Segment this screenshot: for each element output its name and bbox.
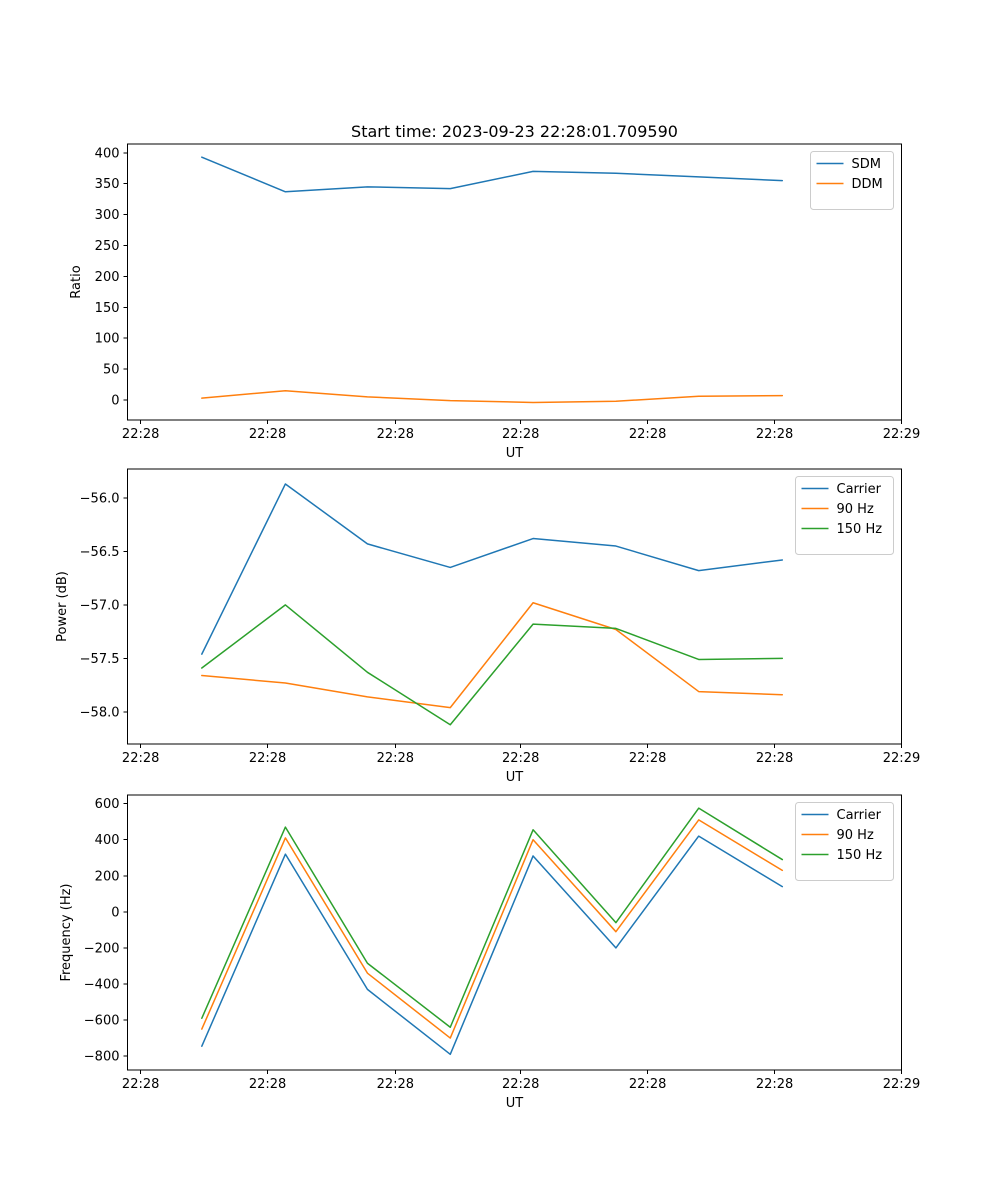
series-line-150-hz [201, 604, 784, 726]
axes-spine [127, 143, 902, 421]
y-tick-label: 50 [103, 363, 120, 378]
x-tick-label: 22:28 [122, 1077, 159, 1092]
x-tick-label: 22:29 [883, 751, 920, 766]
y-tick-label: 0 [111, 905, 119, 920]
figure-title: Start time: 2023-09-23 22:28:01.709590 [351, 122, 678, 141]
y-tick-label: −200 [84, 941, 120, 956]
y-tick-label: 200 [95, 270, 120, 285]
y-tick-label: −800 [84, 1050, 120, 1065]
x-tick-label: 22:29 [883, 1077, 920, 1092]
series-line-150-hz [201, 807, 784, 1029]
subplot-2: 22:28 22:28 22:28 22:28 22:28 22:28 22:29 −800 −… [59, 794, 920, 1111]
x-tick-label: 22:29 [883, 427, 920, 442]
y-tick-label: −58.0 [80, 705, 120, 720]
x-tick-label: 22:28 [377, 1077, 414, 1092]
axes-spine [127, 794, 902, 1071]
y-tick-label: 400 [95, 146, 120, 161]
legend-label-150-hz: 150 Hz [837, 522, 883, 537]
legend-label-carrier: Carrier [837, 482, 882, 497]
subplot-0: 22:28 22:28 22:28 22:28 22:28 22:28 22:29 0 50 10… [69, 143, 920, 461]
x-tick-label: 22:28 [502, 427, 539, 442]
subplots-group: 22:28 22:28 22:28 22:28 22:28 22:28 22:29 0 50 10… [55, 143, 920, 1111]
y-tick-label: 150 [95, 301, 120, 316]
legend-label-90-hz: 90 Hz [837, 828, 874, 843]
series-line-sdm [201, 156, 784, 193]
legend-label-carrier: Carrier [837, 808, 882, 823]
legend-box [795, 476, 894, 555]
y-tick-label: 250 [95, 239, 120, 254]
x-tick-label: 22:28 [629, 427, 666, 442]
legend-label-sdm: SDM [852, 157, 881, 172]
y-tick-label: −56.0 [80, 491, 120, 506]
x-tick-label: 22:28 [756, 751, 793, 766]
x-tick-label: 22:28 [756, 1077, 793, 1092]
y-tick-label: −57.5 [80, 652, 120, 667]
y-tick-label: 350 [95, 177, 120, 192]
x-tick-label: 22:28 [502, 751, 539, 766]
x-axis-label: UT [506, 1096, 524, 1111]
x-tick-label: 22:28 [249, 1077, 286, 1092]
y-tick-label: 400 [95, 833, 120, 848]
subplot-1: 22:28 22:28 22:28 22:28 22:28 22:28 22:29 −58.0… [55, 468, 920, 785]
x-tick-label: 22:28 [122, 427, 159, 442]
x-tick-label: 22:28 [377, 427, 414, 442]
series-line-ddm [201, 389, 784, 404]
legend-label-150-hz: 150 Hz [837, 848, 883, 863]
series-line-90-hz [201, 819, 784, 1039]
x-axis-label: UT [506, 770, 524, 785]
y-axis-label: Frequency (Hz) [59, 883, 74, 981]
y-tick-label: −56.5 [80, 545, 120, 560]
series-line-carrier [201, 483, 784, 655]
legend-box [810, 151, 894, 210]
y-tick-label: 200 [95, 869, 120, 884]
y-tick-label: 300 [95, 208, 120, 223]
x-axis-label: UT [506, 446, 524, 461]
x-tick-label: 22:28 [122, 751, 159, 766]
x-tick-label: 22:28 [249, 751, 286, 766]
y-tick-label: 600 [95, 797, 120, 812]
y-axis-label: Ratio [69, 265, 84, 298]
legend-label-90-hz: 90 Hz [837, 502, 874, 517]
y-tick-label: −600 [84, 1014, 120, 1029]
y-axis-label: Power (dB) [55, 571, 70, 642]
series-line-90-hz [201, 602, 784, 709]
y-tick-label: 0 [111, 393, 119, 408]
series-line-carrier [201, 835, 784, 1056]
y-tick-label: −400 [84, 977, 120, 992]
y-tick-label: 100 [95, 332, 120, 347]
legend-box [795, 802, 894, 881]
x-tick-label: 22:28 [249, 427, 286, 442]
x-tick-label: 22:28 [629, 1077, 666, 1092]
legend-label-ddm: DDM [852, 177, 883, 192]
x-tick-label: 22:28 [756, 427, 793, 442]
x-tick-label: 22:28 [629, 751, 666, 766]
y-tick-label: −57.0 [80, 598, 120, 613]
x-tick-label: 22:28 [377, 751, 414, 766]
x-tick-label: 22:28 [502, 1077, 539, 1092]
axes-spine [127, 468, 902, 745]
